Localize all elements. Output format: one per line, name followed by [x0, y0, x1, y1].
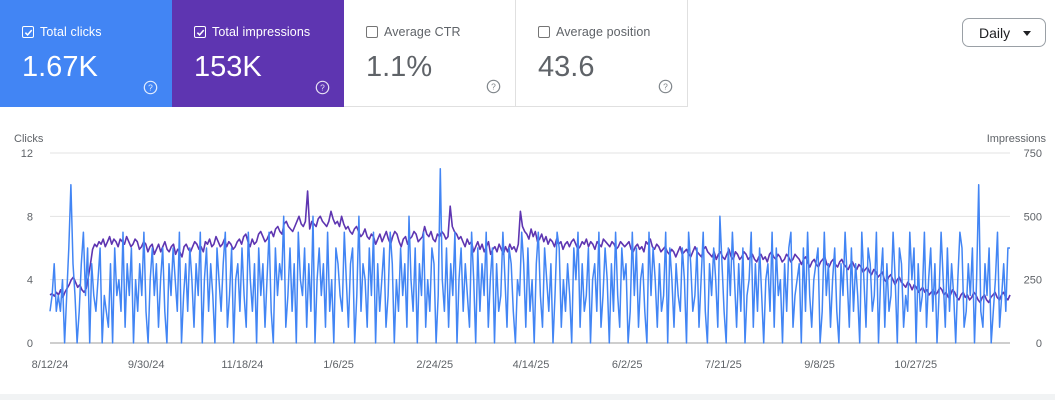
- left-tick-label: 8: [27, 211, 33, 223]
- x-tick-label: 8/12/24: [32, 359, 69, 371]
- check-icon: [24, 29, 32, 36]
- left-tick-label: 0: [27, 338, 33, 350]
- granularity-dropdown[interactable]: Daily: [962, 18, 1046, 47]
- total-impressions-card[interactable]: Total impressions 153K ?: [172, 0, 344, 107]
- left-tick-label: 12: [21, 148, 33, 160]
- total-impressions-label: Total impressions: [212, 25, 311, 39]
- right-tick-label: 0: [1036, 338, 1042, 350]
- granularity-value: Daily: [979, 24, 1011, 41]
- x-tick-label: 1/6/25: [323, 359, 354, 371]
- x-tick-label: 11/18/24: [221, 359, 263, 371]
- metric-cards: Total clicks 1.67K ? Total impressions 1…: [0, 0, 688, 108]
- left-axis-label: Clicks: [14, 133, 44, 145]
- svg-text:?: ?: [491, 82, 496, 92]
- average-ctr-value: 1.1%: [366, 51, 433, 83]
- average-position-label: Average position: [556, 25, 651, 39]
- right-axis-label: Impressions: [987, 133, 1047, 145]
- x-tick-label: 10/27/25: [894, 359, 937, 371]
- total-clicks-header: Total clicks: [22, 25, 102, 39]
- help-icon[interactable]: ?: [143, 80, 158, 95]
- x-tick-label: 9/30/24: [128, 359, 165, 371]
- total-clicks-checkbox[interactable]: [22, 26, 34, 38]
- average-ctr-card[interactable]: Average CTR 1.1% ?: [344, 0, 516, 107]
- average-position-value: 43.6: [538, 51, 595, 83]
- average-position-card[interactable]: Average position 43.6 ?: [516, 0, 688, 107]
- left-tick-label: 4: [27, 275, 33, 287]
- right-tick-label: 250: [1024, 275, 1042, 287]
- x-axis-ticks: 8/12/24 9/30/24 11/18/24 1/6/25 2/24/25 4/14/…: [32, 359, 938, 371]
- performance-chart: Clicks Impressions 12 8 4 0 750 500 250 0 8/12…: [14, 133, 1047, 371]
- right-tick-label: 750: [1024, 148, 1042, 160]
- total-clicks-value: 1.67K: [22, 51, 98, 83]
- average-position-checkbox[interactable]: [538, 26, 550, 38]
- impressions-series-line: [49, 190, 1011, 304]
- help-icon[interactable]: ?: [486, 79, 501, 94]
- x-tick-label: 6/2/25: [612, 359, 643, 371]
- svg-text:?: ?: [320, 83, 325, 93]
- x-tick-label: 9/8/25: [804, 359, 835, 371]
- svg-text:?: ?: [148, 83, 153, 93]
- average-position-header: Average position: [538, 25, 651, 39]
- total-clicks-card[interactable]: Total clicks 1.67K ?: [0, 0, 172, 107]
- right-axis-ticks: 750 500 250 0: [1024, 148, 1042, 350]
- bottom-divider: [0, 394, 1055, 400]
- caret-down-icon: [1023, 31, 1031, 36]
- clicks-series-line: [49, 168, 1010, 344]
- series-layer: [49, 168, 1011, 344]
- total-impressions-header: Total impressions: [194, 25, 310, 39]
- total-impressions-value: 153K: [194, 51, 262, 83]
- total-impressions-checkbox[interactable]: [194, 26, 206, 38]
- right-tick-label: 500: [1024, 211, 1042, 223]
- x-tick-label: 4/14/25: [513, 359, 550, 371]
- average-ctr-label: Average CTR: [384, 25, 461, 39]
- x-tick-label: 7/21/25: [705, 359, 742, 371]
- chart-grid: [50, 152, 1010, 344]
- help-icon[interactable]: ?: [315, 80, 330, 95]
- left-axis-ticks: 12 8 4 0: [21, 148, 33, 350]
- svg-text:?: ?: [663, 82, 668, 92]
- total-clicks-label: Total clicks: [40, 25, 102, 39]
- help-icon[interactable]: ?: [658, 79, 673, 94]
- x-tick-label: 2/24/25: [416, 359, 453, 371]
- average-ctr-checkbox[interactable]: [366, 26, 378, 38]
- average-ctr-header: Average CTR: [366, 25, 461, 39]
- check-icon: [196, 29, 204, 36]
